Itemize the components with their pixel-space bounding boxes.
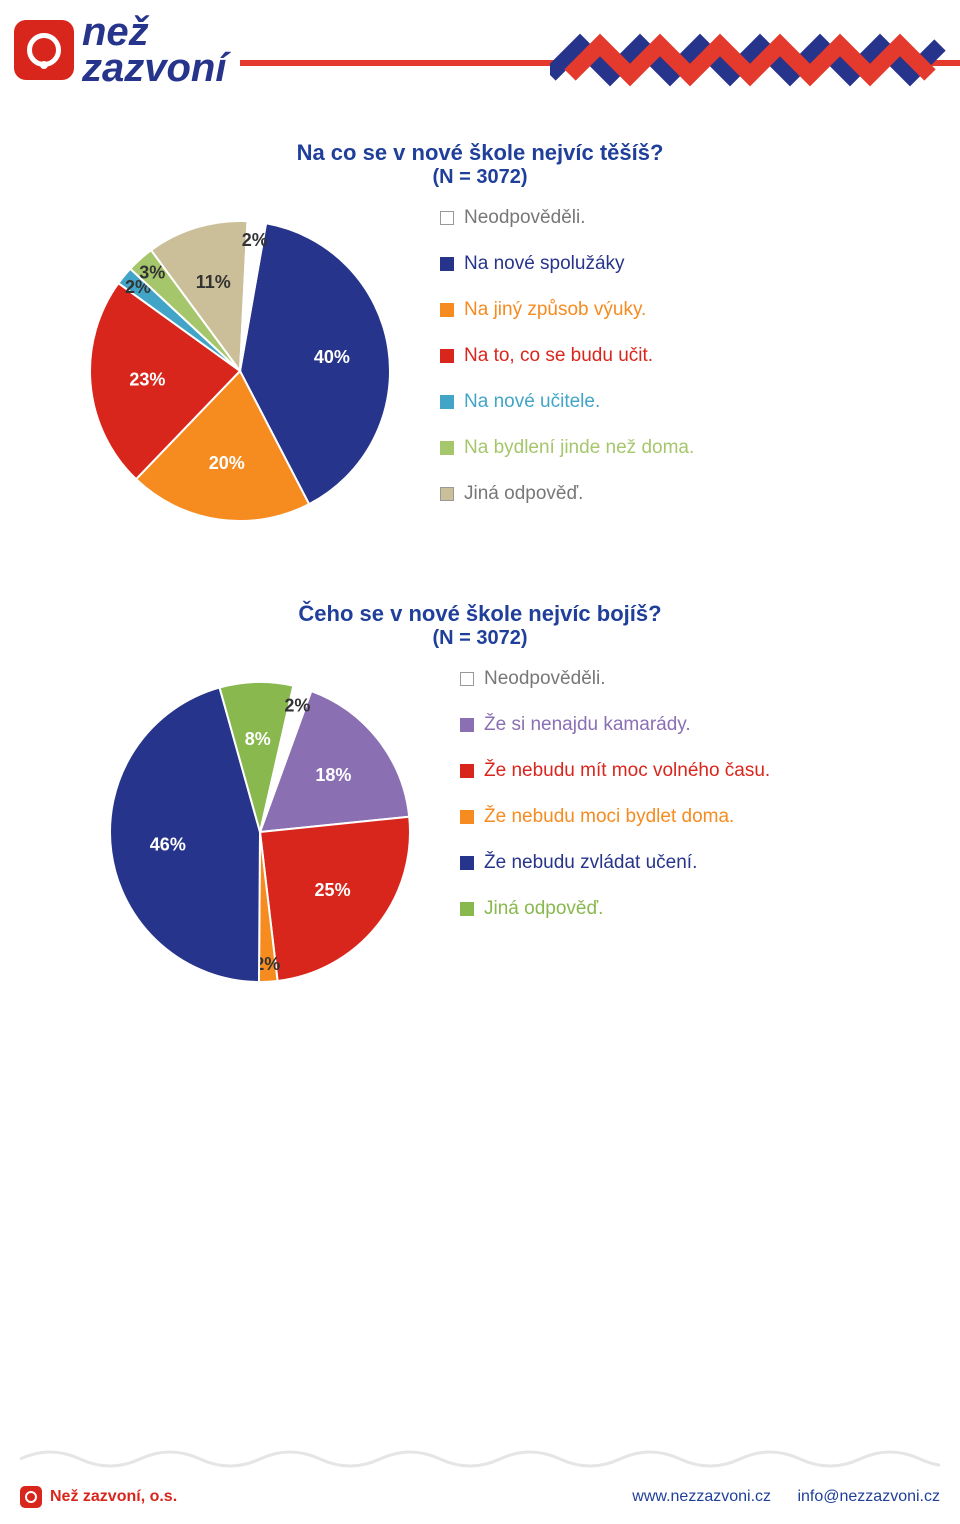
swatch-icon	[460, 810, 474, 824]
legend-item: Jiná odpověď.	[460, 898, 900, 920]
zigzag-icon	[550, 30, 950, 90]
wave-icon	[20, 1441, 940, 1469]
chart-1-subtitle: (N = 3072)	[60, 166, 900, 189]
swatch-icon	[440, 349, 454, 363]
brand-line2: zazvoní	[82, 50, 226, 86]
page-header: než zazvoní	[0, 0, 960, 110]
legend-item: Že nebudu mít moc volného času.	[460, 760, 900, 782]
chart-2: Čeho se v nové škole nejvíc bojíš? (N = …	[60, 601, 900, 1002]
swatch-icon	[440, 441, 454, 455]
swatch-icon	[460, 856, 474, 870]
slice-label: 23%	[129, 369, 165, 389]
footer-url[interactable]: www.nezzazvoni.cz	[632, 1488, 771, 1505]
legend-label: Na jiný způsob výuky.	[464, 299, 646, 321]
slice-label: 20%	[209, 453, 245, 473]
footer-email[interactable]: info@nezzazvoni.cz	[797, 1488, 940, 1505]
legend-item: Na nové spolužáky	[440, 253, 900, 275]
legend-item: Na jiný způsob výuky.	[440, 299, 900, 321]
charts-container: Na co se v nové škole nejvíc těšíš? (N =…	[0, 110, 960, 1002]
brand-name: než zazvoní	[82, 14, 226, 86]
chart-2-title: Čeho se v nové škole nejvíc bojíš?	[60, 601, 900, 627]
footer-org-name: Než zazvoní, o.s.	[50, 1488, 177, 1506]
swatch-icon	[460, 672, 474, 686]
legend-label: Na bydlení jinde než doma.	[464, 437, 694, 459]
legend-item: Na to, co se budu učit.	[440, 345, 900, 367]
legend-item: Neodpověděli.	[440, 207, 900, 229]
chart-1: Na co se v nové škole nejvíc těšíš? (N =…	[60, 140, 900, 541]
brand-line1: než	[82, 14, 226, 50]
slice-label: 2%	[284, 695, 310, 715]
legend-item: Na bydlení jinde než doma.	[440, 437, 900, 459]
legend-label: Že nebudu mít moc volného času.	[484, 760, 770, 782]
legend-label: Neodpověděli.	[464, 207, 585, 229]
swatch-icon	[460, 764, 474, 778]
legend-item: Na nové učitele.	[440, 391, 900, 413]
slice-label: 18%	[315, 765, 351, 785]
chart-1-title: Na co se v nové škole nejvíc těšíš?	[60, 140, 900, 166]
slice-label: 25%	[315, 880, 351, 900]
legend-label: Na nové spolužáky	[464, 253, 625, 275]
chart-2-legend: Neodpověděli. Že si nenajdu kamarády. Že n…	[460, 662, 900, 944]
legend-label: Že nebudu zvládat učení.	[484, 852, 697, 874]
slice-label: 8%	[245, 729, 271, 749]
legend-item: Neodpověděli.	[460, 668, 900, 690]
slice-label: 2%	[242, 230, 268, 250]
chart-2-subtitle: (N = 3072)	[60, 627, 900, 650]
bell-icon	[14, 20, 74, 80]
legend-label: Jiná odpověď.	[484, 898, 603, 920]
legend-label: Neodpověděli.	[484, 668, 605, 690]
legend-item: Že si nenajdu kamarády.	[460, 714, 900, 736]
swatch-icon	[440, 303, 454, 317]
slice-label: 11%	[196, 272, 231, 292]
chart-2-pie: 18%25%2%46%8%2%	[90, 662, 430, 1002]
legend-item: Jiná odpověď.	[440, 483, 900, 505]
page-footer: Než zazvoní, o.s. www.nezzazvoni.cz info…	[0, 1441, 960, 1524]
swatch-icon	[440, 395, 454, 409]
legend-item: Že nebudu zvládat učení.	[460, 852, 900, 874]
swatch-icon	[460, 718, 474, 732]
swatch-icon	[460, 902, 474, 916]
swatch-icon	[440, 257, 454, 271]
legend-label: Že si nenajdu kamarády.	[484, 714, 691, 736]
swatch-icon	[440, 487, 454, 501]
footer-org: Než zazvoní, o.s.	[20, 1486, 177, 1508]
legend-label: Na nové učitele.	[464, 391, 600, 413]
swatch-icon	[440, 211, 454, 225]
footer-bell-icon	[20, 1486, 42, 1508]
footer-links: www.nezzazvoni.cz info@nezzazvoni.cz	[632, 1488, 940, 1506]
chart-1-legend: Neodpověděli. Na nové spolužáky Na jiný zp…	[440, 201, 900, 529]
legend-label: Na to, co se budu učit.	[464, 345, 653, 367]
legend-label: Jiná odpověď.	[464, 483, 583, 505]
slice-label: 40%	[314, 347, 350, 367]
legend-label: Že nebudu moci bydlet doma.	[484, 806, 734, 828]
legend-item: Že nebudu moci bydlet doma.	[460, 806, 900, 828]
chart-1-pie: 40%20%23%2%3%11%2%	[70, 201, 410, 541]
slice-label: 46%	[150, 834, 186, 854]
